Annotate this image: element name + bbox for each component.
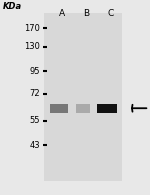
Text: 95: 95 bbox=[29, 67, 40, 76]
Text: A: A bbox=[59, 9, 65, 18]
Bar bbox=[50, 104, 68, 113]
Bar bbox=[97, 104, 117, 113]
Bar bbox=[76, 104, 90, 113]
Text: 130: 130 bbox=[24, 42, 40, 51]
Text: 55: 55 bbox=[29, 116, 40, 125]
Text: B: B bbox=[83, 9, 89, 18]
Text: KDa: KDa bbox=[3, 2, 22, 11]
Text: 72: 72 bbox=[29, 89, 40, 98]
Bar bbox=[44, 13, 122, 181]
Text: 43: 43 bbox=[29, 141, 40, 150]
Text: 170: 170 bbox=[24, 24, 40, 33]
Text: C: C bbox=[107, 9, 113, 18]
